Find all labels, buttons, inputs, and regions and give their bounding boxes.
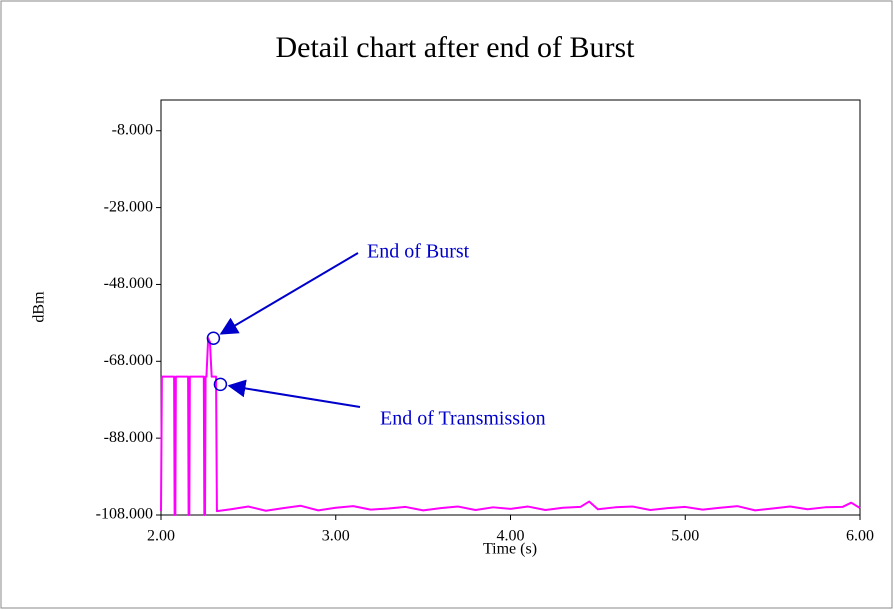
annotation-arrow — [219, 252, 359, 335]
x-axis-label: Time (s) — [483, 541, 537, 558]
y-axis-label: dBm — [31, 291, 48, 323]
annotation-marker — [213, 377, 228, 392]
x-tick-label: 5.00 — [671, 528, 699, 545]
chart-title: Detail chart after end of Burst — [275, 31, 635, 64]
annotation-arrow — [227, 379, 361, 408]
x-tick-label: 6.00 — [846, 528, 874, 545]
y-tick-label: -48.000 — [104, 275, 153, 292]
annotation-marker — [206, 331, 221, 345]
x-tick-label: 2.00 — [147, 528, 175, 545]
x-tick-label: 4.00 — [497, 528, 525, 545]
y-tick-label: -28.000 — [104, 198, 153, 215]
x-tick-label: 3.00 — [322, 528, 350, 545]
annotation-text: End of Burst — [367, 241, 470, 263]
series-line — [160, 337, 861, 516]
y-tick-label: -88.000 — [104, 429, 153, 446]
annotation-text: End of Transmission — [380, 408, 546, 430]
y-tick-label: -68.000 — [104, 352, 153, 369]
y-tick-label: -108.000 — [96, 506, 153, 523]
y-tick-label: -8.000 — [112, 121, 153, 138]
